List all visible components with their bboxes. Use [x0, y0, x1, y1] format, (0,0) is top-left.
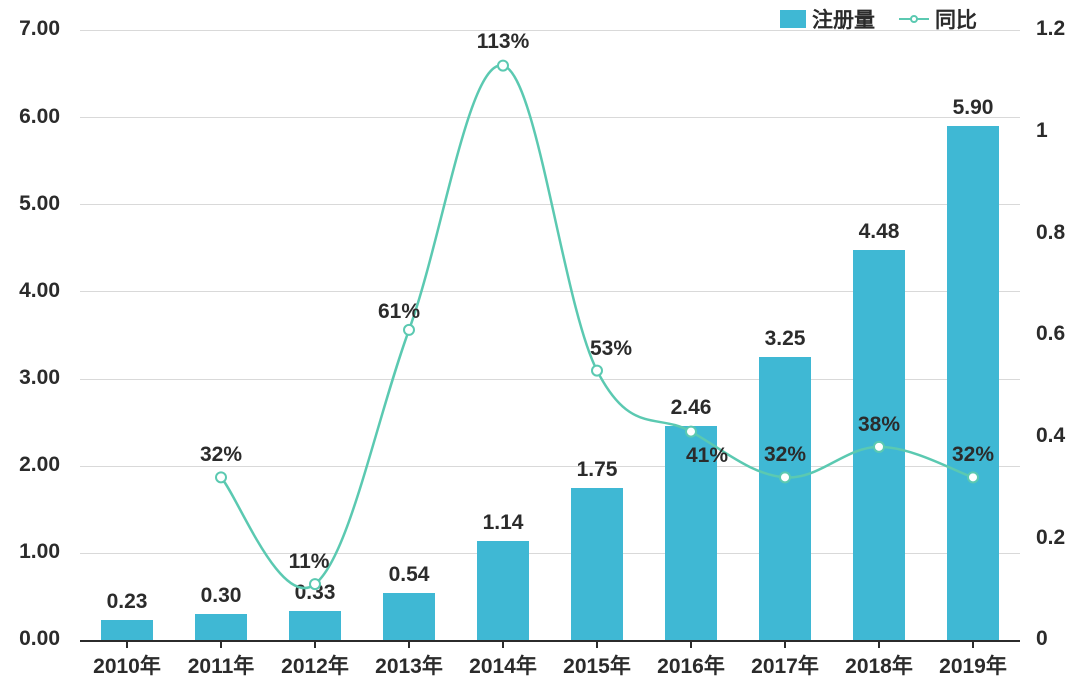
legend: 注册量 同比: [780, 4, 977, 34]
bar: [477, 541, 529, 640]
bar: [195, 614, 247, 640]
combo-chart: 0.001.002.003.004.005.006.007.0000.20.40…: [0, 0, 1080, 689]
line-value-label: 32%: [200, 443, 242, 467]
bar-value-label: 0.23: [107, 590, 148, 614]
line-value-label: 41%: [686, 444, 728, 468]
bar-value-label: 0.33: [295, 581, 336, 605]
bar: [853, 250, 905, 640]
legend-label: 注册量: [812, 4, 875, 34]
bar-value-label: 1.14: [483, 511, 524, 535]
bar: [101, 620, 153, 640]
bar-value-label: 1.75: [577, 458, 618, 482]
line-value-label: 38%: [858, 413, 900, 437]
bar: [571, 488, 623, 641]
bar-value-label: 0.54: [389, 563, 430, 587]
legend-item: 同比: [899, 4, 977, 34]
bar-value-label: 5.90: [953, 96, 994, 120]
bar: [289, 611, 341, 640]
line-value-label: 32%: [952, 443, 994, 467]
legend-item: 注册量: [780, 4, 875, 34]
bar: [759, 357, 811, 640]
legend-swatch-line: [899, 10, 929, 28]
legend-swatch-bar: [780, 10, 806, 28]
line-value-label: 61%: [378, 300, 420, 324]
legend-label: 同比: [935, 4, 977, 34]
bar-value-label: 0.30: [201, 584, 242, 608]
plot-area: 0.23 0.30 0.33 0.54 1.14 1.75 2.46 3.25 4.48 5.90: [0, 0, 1080, 689]
bar-value-label: 2.46: [671, 396, 712, 420]
line-value-label: 53%: [590, 337, 632, 361]
line-value-label: 11%: [289, 550, 330, 574]
line-value-label: 113%: [477, 30, 530, 54]
line-value-label: 32%: [764, 443, 806, 467]
bar-value-label: 4.48: [859, 220, 900, 244]
bar: [947, 126, 999, 640]
bar: [383, 593, 435, 640]
bar-value-label: 3.25: [765, 327, 806, 351]
